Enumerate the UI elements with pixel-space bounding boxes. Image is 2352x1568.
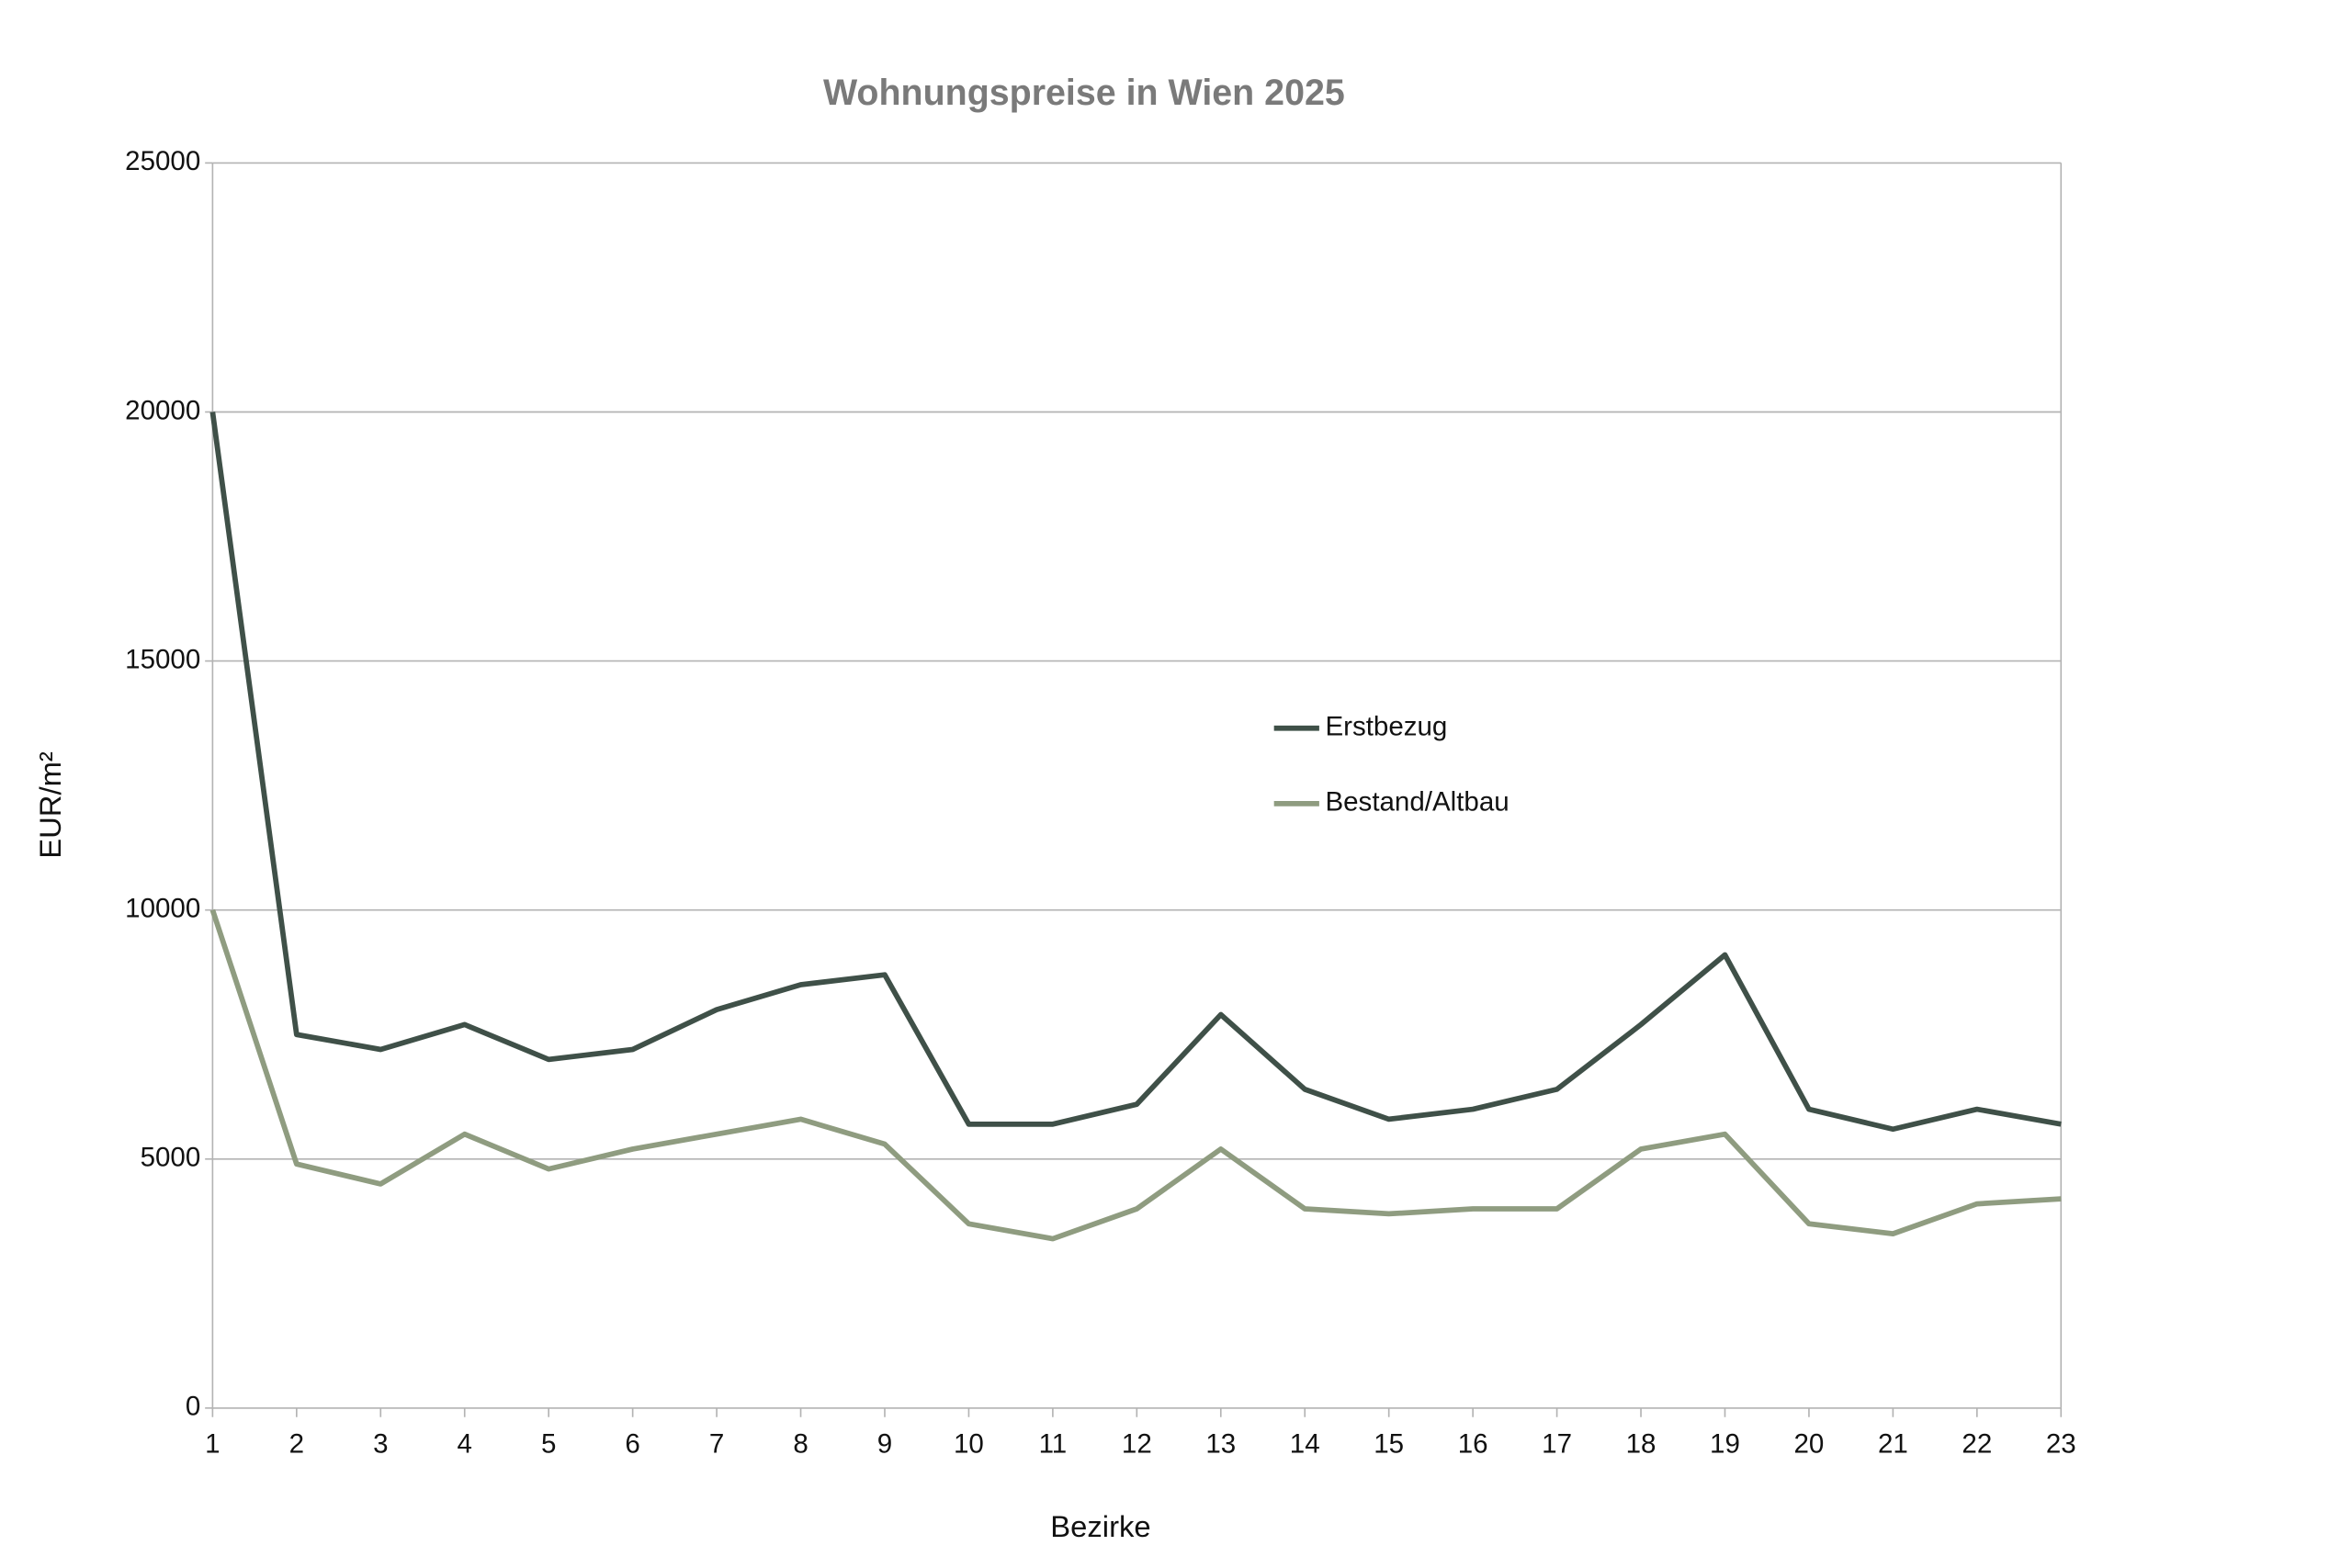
x-tick-label: 19	[1710, 1429, 1740, 1460]
x-tick-label: 11	[1039, 1429, 1068, 1460]
x-tick-label: 1	[205, 1429, 220, 1460]
x-tick-label: 13	[1205, 1429, 1236, 1460]
x-tick-label: 14	[1290, 1429, 1320, 1460]
y-tick-label: 15000	[125, 644, 200, 674]
x-tick-label: 17	[1542, 1429, 1572, 1460]
x-tick-label: 22	[1962, 1429, 1992, 1460]
series-line	[209, 908, 2062, 1242]
x-tick-label: 20	[1794, 1429, 1825, 1460]
x-tick-label: 15	[1374, 1429, 1404, 1460]
y-tick-label: 20000	[125, 395, 200, 425]
x-tick-label: 18	[1626, 1429, 1657, 1460]
y-tick-label: 5000	[141, 1143, 201, 1173]
legend-label: Erstbezug	[1325, 712, 1447, 742]
x-tick-label: 3	[373, 1429, 388, 1460]
legend-label: Bestand/Altbau	[1325, 787, 1509, 818]
x-tick-label: 6	[625, 1429, 639, 1460]
x-axis-title: Bezirke	[1050, 1509, 1150, 1543]
x-tick-label: 8	[793, 1429, 808, 1460]
x-tick-label: 9	[877, 1429, 892, 1460]
series-line	[209, 412, 2062, 1133]
chart-title: Wohnungspreise in Wien 2025	[823, 73, 1345, 113]
x-tick-label: 23	[2046, 1429, 2076, 1460]
y-tick-label: 25000	[125, 146, 200, 176]
x-tick-label: 16	[1458, 1429, 1488, 1460]
x-tick-label: 10	[954, 1429, 984, 1460]
y-axis-title: EUR/m²	[33, 751, 67, 859]
x-tick-label: 12	[1122, 1429, 1152, 1460]
x-tick-label: 7	[709, 1429, 724, 1460]
x-tick-label: 4	[458, 1429, 472, 1460]
y-tick-label: 10000	[125, 893, 200, 923]
x-tick-label: 2	[289, 1429, 304, 1460]
y-tick-label: 0	[186, 1392, 200, 1422]
x-tick-label: 21	[1878, 1429, 1908, 1460]
x-tick-label: 5	[541, 1429, 556, 1460]
